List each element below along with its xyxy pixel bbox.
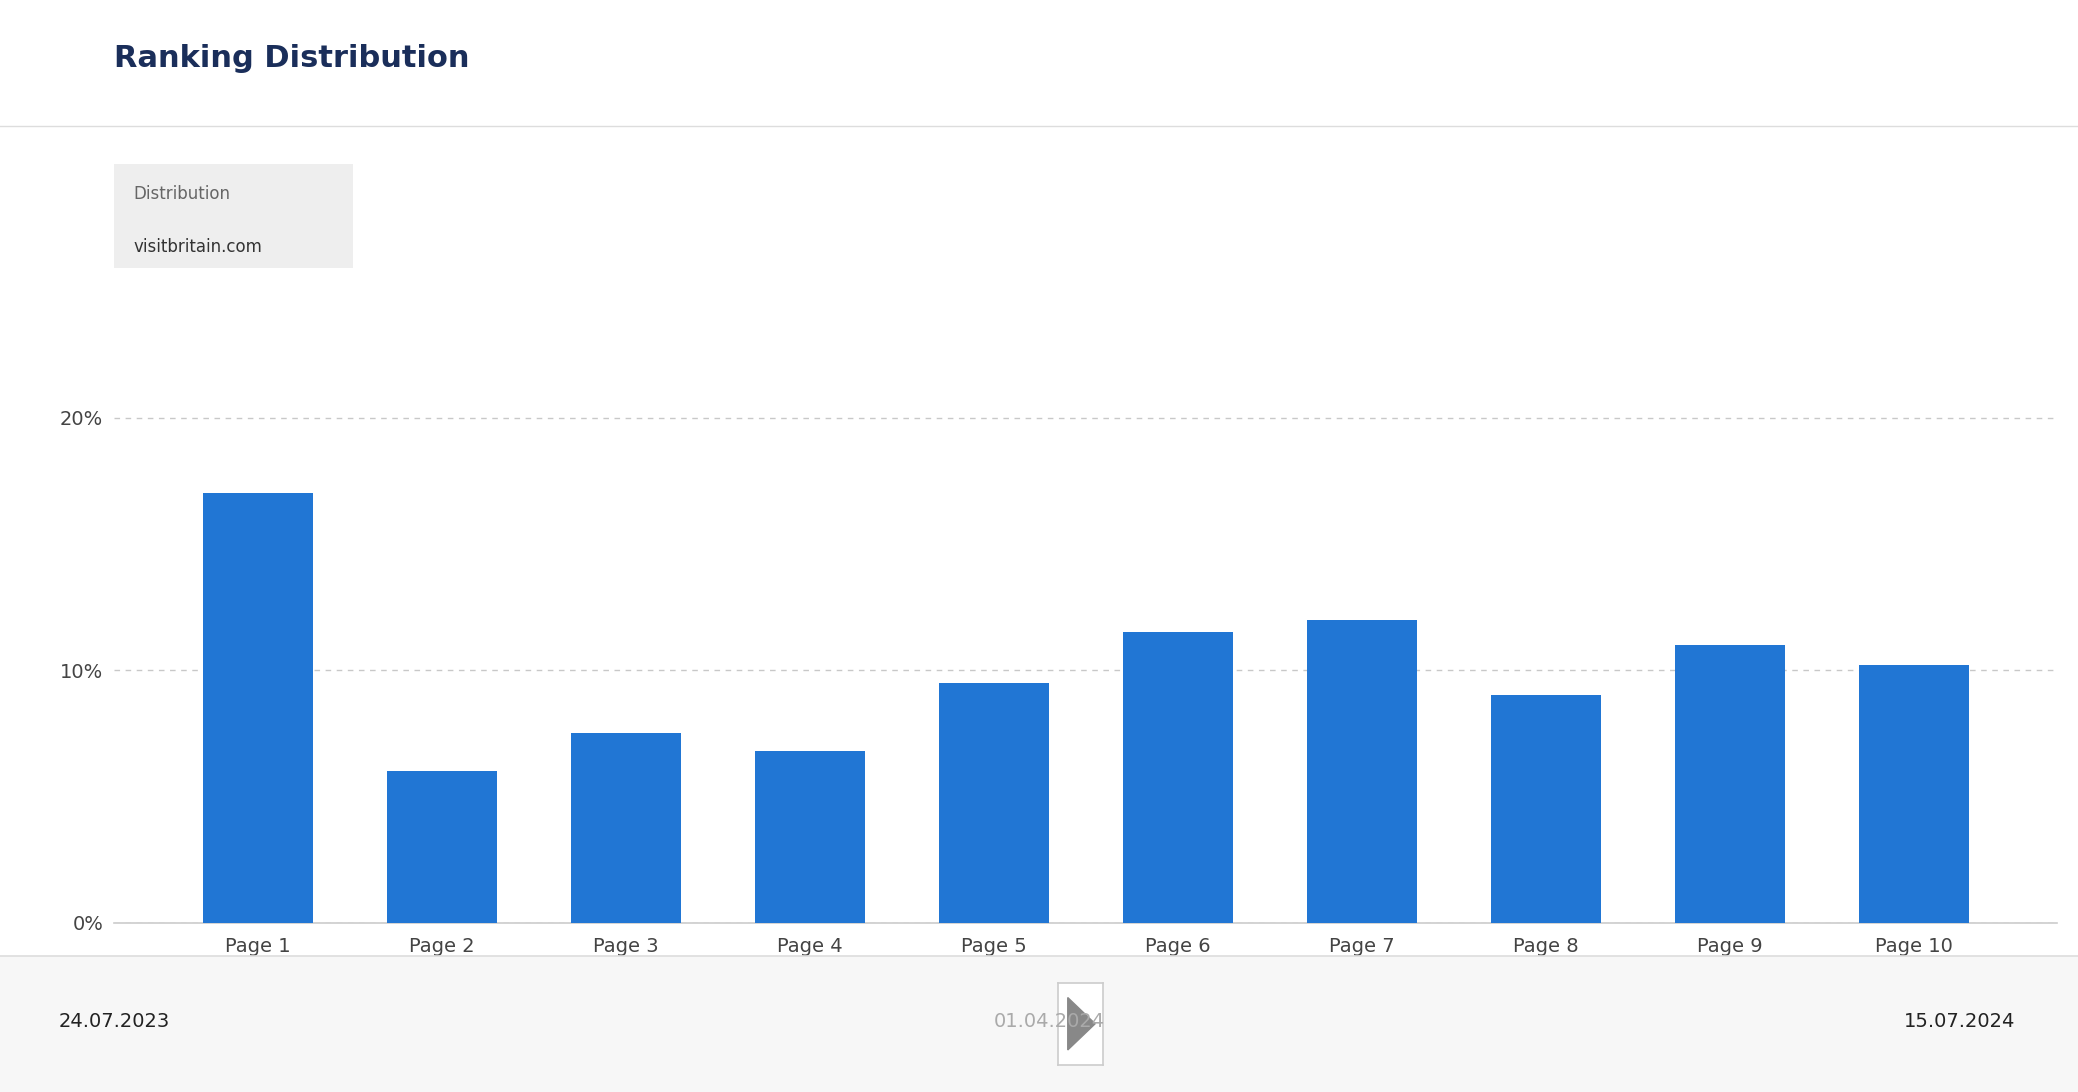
Text: visitbritain.com: visitbritain.com <box>133 238 262 257</box>
Text: Ranking Distribution: Ranking Distribution <box>114 44 470 73</box>
Bar <box>1675 645 1785 923</box>
Bar <box>1490 696 1600 923</box>
Bar <box>387 771 497 923</box>
Text: 24.07.2023: 24.07.2023 <box>58 1011 170 1031</box>
Bar <box>571 734 682 923</box>
Bar <box>939 682 1049 923</box>
Text: 15.07.2024: 15.07.2024 <box>1903 1011 2016 1031</box>
Text: Distribution: Distribution <box>133 185 231 202</box>
Text: 01.04.2024: 01.04.2024 <box>993 1011 1103 1031</box>
Bar <box>754 751 864 923</box>
Bar <box>1122 632 1232 923</box>
Polygon shape <box>1068 998 1095 1051</box>
Bar <box>1858 665 1970 923</box>
Bar <box>204 494 314 923</box>
Bar <box>1307 620 1417 923</box>
